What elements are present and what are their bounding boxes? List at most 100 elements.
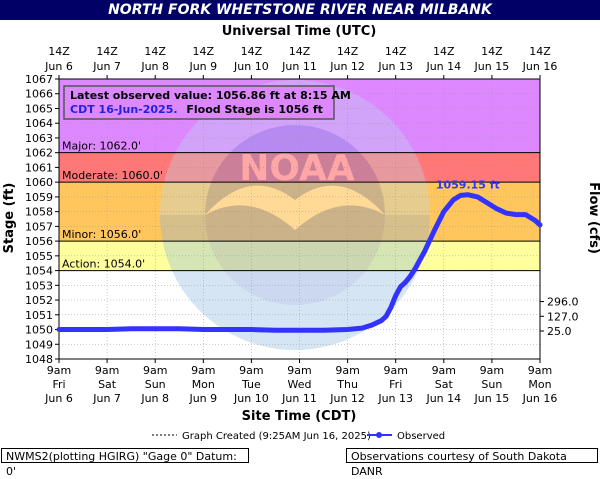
bottom-tick-date: Jun 8 bbox=[140, 392, 169, 405]
flood-band-labels: Major: 1062.0' Moderate: 1060.0' Minor: 10… bbox=[62, 140, 163, 271]
band-label-action: Action: 1054.0' bbox=[62, 258, 145, 271]
y-tick-label: 1067 bbox=[25, 73, 53, 86]
bottom-tick-date: Jun 14 bbox=[425, 392, 461, 405]
y-tick-label: 1048 bbox=[25, 353, 53, 366]
bottom-tick-date: Jun 13 bbox=[377, 392, 413, 405]
legend: Graph Created (9:25AM Jun 16, 2025) Obse… bbox=[152, 431, 445, 442]
bottom-tick-date: Jun 6 bbox=[44, 392, 73, 405]
bottom-tick-date: Jun 15 bbox=[474, 392, 510, 405]
bottom-tick-time: 9am bbox=[480, 364, 504, 377]
top-axis: 14Z Jun 6 14Z Jun 7 14Z Jun 8 14Z Jun 9 14Z Jun 1… bbox=[44, 45, 557, 79]
y-tick-label: 1060 bbox=[25, 176, 53, 189]
x-axis-label: Site Time (CDT) bbox=[242, 409, 357, 424]
bottom-tick-day: Wed bbox=[288, 378, 312, 391]
y-tick-label: 1064 bbox=[25, 117, 53, 130]
bottom-tick-date: Jun 10 bbox=[233, 392, 269, 405]
hydrograph-chart: Universal Time (UTC) NOAA Major: 1062.0'… bbox=[2, 24, 600, 442]
bottom-tick-date: Jun 9 bbox=[188, 392, 217, 405]
chart-title: NORTH FORK WHETSTONE RIVER NEAR MILBANK bbox=[0, 0, 600, 20]
observed-line bbox=[56, 192, 543, 333]
bottom-tick-day: Mon bbox=[192, 378, 215, 391]
latest-observed-box: Latest observed value: 1056.86 ft at 8:1… bbox=[63, 85, 351, 120]
top-tick-date: Jun 9 bbox=[188, 60, 217, 73]
top-tick-date: Jun 14 bbox=[425, 60, 461, 73]
y-tick-label: 1049 bbox=[25, 338, 53, 351]
y-tick-label: 1051 bbox=[25, 309, 53, 322]
top-tick-date: Jun 13 bbox=[377, 60, 413, 73]
top-tick-label: 14Z bbox=[241, 45, 263, 58]
footer-credit: Observations courtesy of South Dakota DA… bbox=[346, 448, 598, 478]
y-tick-label: 1063 bbox=[25, 132, 53, 145]
latest-line2: CDT 16-Jun-2025. bbox=[70, 103, 178, 116]
y-tick-label: 1066 bbox=[25, 88, 53, 101]
flood-stage-note: Flood Stage is 1056 ft bbox=[186, 103, 323, 116]
watermark-seal-lower bbox=[160, 215, 430, 350]
top-tick-label: 14Z bbox=[96, 45, 118, 58]
observed-series bbox=[56, 192, 543, 333]
bottom-tick-day: Sat bbox=[435, 378, 454, 391]
bottom-tick-day: Fri bbox=[52, 378, 65, 391]
bottom-tick-date: Jun 7 bbox=[92, 392, 121, 405]
y-tick-label: 1050 bbox=[25, 324, 53, 337]
legend-observed: Observed bbox=[397, 431, 445, 442]
bottom-tick-date: Jun 16 bbox=[522, 392, 558, 405]
top-tick-date: Jun 12 bbox=[329, 60, 365, 73]
bottom-tick-day: Tue bbox=[241, 378, 261, 391]
flow-tick-label: 127.0 bbox=[547, 310, 579, 323]
bottom-tick-day: Sun bbox=[481, 378, 502, 391]
watermark-seal bbox=[160, 80, 430, 350]
top-tick-date: Jun 16 bbox=[522, 60, 558, 73]
bottom-tick-day: Mon bbox=[528, 378, 551, 391]
y-tick-label: 1058 bbox=[25, 206, 53, 219]
band-label-moderate: Moderate: 1060.0' bbox=[62, 169, 163, 182]
bottom-tick-time: 9am bbox=[143, 364, 167, 377]
top-tick-label: 14Z bbox=[48, 45, 70, 58]
svg-text:CDT 16-Jun-2025. Flood S: CDT 16-Jun-2025. Flood Stage is 1056 ft bbox=[70, 103, 323, 116]
bottom-tick-time: 9am bbox=[47, 364, 71, 377]
top-tick-date: Jun 6 bbox=[44, 60, 73, 73]
bottom-tick-time: 9am bbox=[95, 364, 119, 377]
y-tick-label: 1062 bbox=[25, 147, 53, 160]
watermark-bird bbox=[205, 185, 385, 230]
bottom-tick-day: Fri bbox=[389, 378, 402, 391]
bottom-tick-time: 9am bbox=[239, 364, 263, 377]
top-tick-label: 14Z bbox=[433, 45, 455, 58]
top-tick-label: 14Z bbox=[193, 45, 215, 58]
top-tick-label: 14Z bbox=[144, 45, 166, 58]
peak-label: 1059.15 ft bbox=[436, 179, 500, 192]
top-tick-label: 14Z bbox=[385, 45, 407, 58]
bottom-tick-time: 9am bbox=[383, 364, 407, 377]
top-tick-label: 14Z bbox=[289, 45, 311, 58]
y-tick-label: 1054 bbox=[25, 265, 53, 278]
flow-tick-label: 25.0 bbox=[547, 325, 572, 338]
y-tick-label: 1056 bbox=[25, 235, 53, 248]
bottom-tick-date: Jun 12 bbox=[329, 392, 365, 405]
top-tick-date: Jun 10 bbox=[233, 60, 269, 73]
footer-datum: NWMS2(plotting HGIRG) "Gage 0" Datum: 0' bbox=[1, 448, 249, 478]
y-tick-label: 1052 bbox=[25, 294, 53, 307]
bottom-tick-time: 9am bbox=[528, 364, 552, 377]
y-tick-label: 1065 bbox=[25, 102, 53, 115]
bottom-tick-day: Sun bbox=[145, 378, 166, 391]
top-tick-date: Jun 7 bbox=[92, 60, 121, 73]
bottom-tick-day: Sat bbox=[98, 378, 117, 391]
y-axis-label: Stage (ft) bbox=[2, 183, 17, 254]
top-tick-date: Jun 8 bbox=[140, 60, 169, 73]
y-tick-label: 1053 bbox=[25, 279, 53, 292]
bottom-tick-time: 9am bbox=[191, 364, 215, 377]
top-tick-label: 14Z bbox=[529, 45, 551, 58]
top-tick-date: Jun 15 bbox=[474, 60, 510, 73]
latest-line1: Latest observed value: 1056.86 ft at 8:1… bbox=[70, 89, 351, 102]
top-axis-label: Universal Time (UTC) bbox=[222, 24, 377, 39]
top-tick-label: 14Z bbox=[337, 45, 359, 58]
bottom-tick-day: Thu bbox=[336, 378, 358, 391]
bottom-tick-date: Jun 11 bbox=[281, 392, 317, 405]
legend-observed-marker bbox=[376, 432, 382, 438]
watermark-inner bbox=[205, 125, 385, 305]
y-axis: 1048104910501051105210531054105510561057… bbox=[25, 73, 59, 366]
bottom-tick-time: 9am bbox=[432, 364, 456, 377]
band-label-minor: Minor: 1056.0' bbox=[62, 228, 141, 241]
noaa-watermark: NOAA bbox=[160, 80, 430, 350]
